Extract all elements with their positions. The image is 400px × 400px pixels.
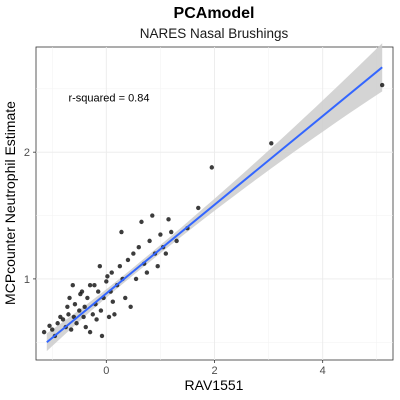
scatter-point <box>70 283 75 288</box>
scatter-point <box>125 257 131 263</box>
scatter-point <box>105 274 110 279</box>
scatter-point <box>98 308 104 313</box>
chart-subtitle: NARES Nasal Brushings <box>140 26 289 41</box>
scatter-point <box>50 327 55 332</box>
scatter-point <box>96 289 101 294</box>
regression-line-group <box>46 66 383 344</box>
scatter-point <box>158 232 163 237</box>
scatter-point <box>133 276 139 282</box>
scatter-point <box>109 270 114 275</box>
scatter-point <box>106 314 112 320</box>
r-squared-annotation: r-squared = 0.84 <box>68 92 149 104</box>
scatter-point <box>136 245 141 250</box>
x-tick-label: 4 <box>320 365 326 377</box>
scatter-point <box>68 327 74 332</box>
scatter-point <box>41 329 47 335</box>
scatter-point <box>97 264 103 269</box>
scatter-point <box>196 205 201 211</box>
scatter-points <box>41 82 385 339</box>
scatter-point <box>150 213 155 218</box>
x-tick-label: 2 <box>211 365 217 377</box>
scatter-point <box>66 312 71 317</box>
scatter-point <box>77 308 82 313</box>
scatter-point <box>163 251 169 256</box>
axis-ticks: 0 2 4 1 2 <box>24 147 326 377</box>
scatter-point <box>94 317 99 322</box>
y-tick-label: 1 <box>24 274 30 286</box>
scatter-point <box>47 323 52 328</box>
scatter-point <box>82 304 87 309</box>
scatter-point <box>55 321 60 326</box>
scatter-point <box>74 321 79 326</box>
scatter-point <box>139 219 144 225</box>
y-axis-title: MCPcounter Neutrophil Estimate <box>2 101 18 305</box>
x-tick-label: 0 <box>103 365 109 377</box>
scatter-point <box>87 329 93 335</box>
scatter-point <box>72 302 78 307</box>
scatter-point <box>79 289 85 294</box>
scatter-point <box>110 299 116 304</box>
x-axis-title: RAV1551 <box>185 377 244 393</box>
scatter-point <box>112 312 117 317</box>
scatter-point <box>155 264 160 269</box>
scatter-point <box>123 295 128 301</box>
scatter-point <box>83 324 88 330</box>
scatter-point <box>104 279 109 284</box>
scatter-point <box>269 141 274 146</box>
scatter-point <box>99 333 105 339</box>
scatter-point <box>128 304 133 309</box>
regression-line <box>46 66 383 344</box>
y-tick-label: 2 <box>24 147 30 159</box>
scatter-point <box>60 317 66 322</box>
scatter-point <box>87 283 93 288</box>
scatter-point <box>65 304 70 309</box>
scatter-point <box>169 229 174 235</box>
scatter-point <box>90 312 95 317</box>
scatter-point <box>379 82 385 88</box>
scatter-point <box>67 295 72 301</box>
scatter-point <box>166 217 171 222</box>
scatter-point <box>92 283 97 288</box>
scatter-point <box>147 238 152 244</box>
scatter-point <box>119 229 124 235</box>
scatter-point <box>174 238 179 244</box>
chart-title: PCAmodel <box>174 5 255 22</box>
scatter-point <box>131 251 136 256</box>
scatter-point <box>117 264 123 269</box>
scatter-point <box>85 295 90 301</box>
scatter-point <box>81 314 86 320</box>
scatter-point <box>144 270 150 275</box>
scatter-point <box>209 165 214 170</box>
gridlines <box>36 47 393 360</box>
